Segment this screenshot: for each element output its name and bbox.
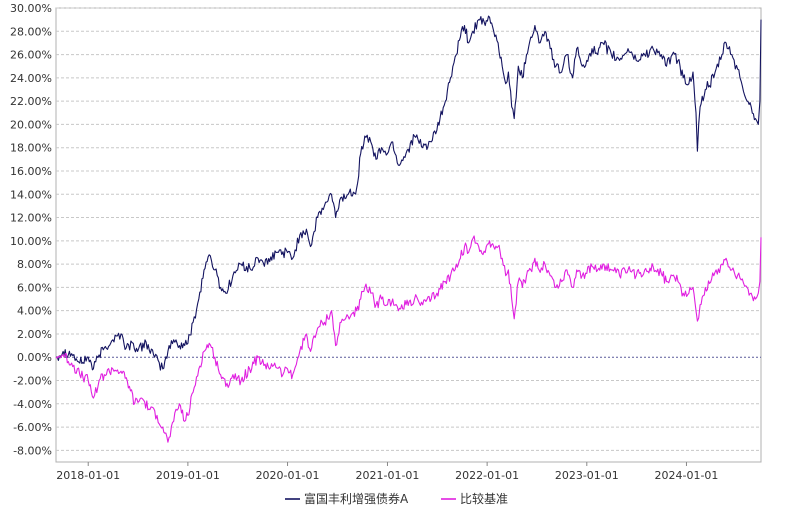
legend-item-fund: 富国丰利增强债券A [285, 491, 409, 506]
legend-label-benchmark: 比较基准 [460, 491, 508, 506]
y-tick-label: 30.00% [10, 2, 52, 15]
legend-label-fund: 富国丰利增强债券A [304, 491, 409, 506]
y-tick-label: 6.00% [17, 281, 52, 294]
x-tick-label: 2022-01-01 [455, 469, 519, 482]
y-tick-label: 10.00% [10, 235, 52, 248]
legend: 富国丰利增强债券A 比较基准 [285, 491, 508, 506]
y-tick-label: -2.00% [13, 375, 52, 388]
series-line-0 [56, 15, 762, 371]
x-tick-label: 2018-01-01 [56, 469, 120, 482]
y-tick-label: 12.00% [10, 212, 52, 225]
y-axis: 30.00% 28.00% 26.00% 24.00% 22.00% 20.00% 18.0… [10, 2, 52, 457]
grid [56, 7, 761, 451]
y-tick-label: 16.00% [10, 165, 52, 178]
y-tick-label: 22.00% [10, 95, 52, 108]
y-tick-label: 18.00% [10, 142, 52, 155]
series-line-1 [55, 235, 762, 443]
y-tick-label: 2.00% [17, 328, 52, 341]
y-tick-label: -6.00% [13, 421, 52, 434]
y-tick-label: 24.00% [10, 72, 52, 85]
x-axis: 2018-01-01 2019-01-01 2020-01-01 2021-01-01… [56, 462, 718, 482]
x-tick-label: 2023-01-01 [555, 469, 619, 482]
y-tick-label: 28.00% [10, 25, 52, 38]
y-tick-label: 26.00% [10, 49, 52, 62]
y-tick-label: 0.00% [17, 351, 52, 364]
series-layer [55, 15, 762, 443]
y-tick-label: 4.00% [17, 305, 52, 318]
y-tick-label: 8.00% [17, 258, 52, 271]
x-tick-label: 2019-01-01 [156, 469, 220, 482]
y-tick-label: 14.00% [10, 188, 52, 201]
y-tick-label: -4.00% [13, 398, 52, 411]
y-tick-label: -8.00% [13, 444, 52, 457]
x-tick-label: 2020-01-01 [256, 469, 320, 482]
y-tick-label: 20.00% [10, 118, 52, 131]
x-tick-label: 2024-01-01 [654, 469, 718, 482]
x-tick-label: 2021-01-01 [356, 469, 420, 482]
legend-item-benchmark: 比较基准 [441, 491, 508, 506]
plot-frame [55, 7, 762, 463]
